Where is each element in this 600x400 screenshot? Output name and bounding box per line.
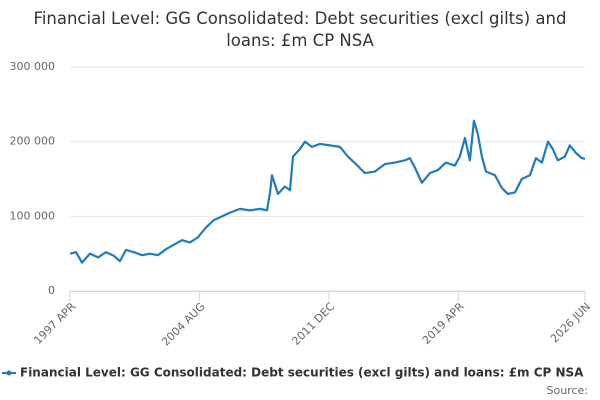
x-tick-label: 2004 AUG xyxy=(159,300,208,349)
y-tick-label: 300 000 xyxy=(10,60,56,73)
legend-marker xyxy=(6,370,12,376)
x-tick-label: 1997 APR xyxy=(31,300,78,347)
chart-title: Financial Level: GG Consolidated: Debt s… xyxy=(33,9,567,50)
x-tick-label: 2019 APR xyxy=(420,300,467,347)
y-tick-label: 100 000 xyxy=(10,209,56,222)
source-label: Source: xyxy=(547,384,589,397)
y-tick-label: 200 000 xyxy=(10,135,56,148)
data-line xyxy=(69,119,586,264)
x-tick-label: 2011 DEC xyxy=(289,300,337,348)
y-tick-label: 0 xyxy=(48,284,55,297)
x-tick-label: 2026 JUN xyxy=(548,300,593,345)
legend-label: Financial Level: GG Consolidated: Debt s… xyxy=(20,366,584,380)
